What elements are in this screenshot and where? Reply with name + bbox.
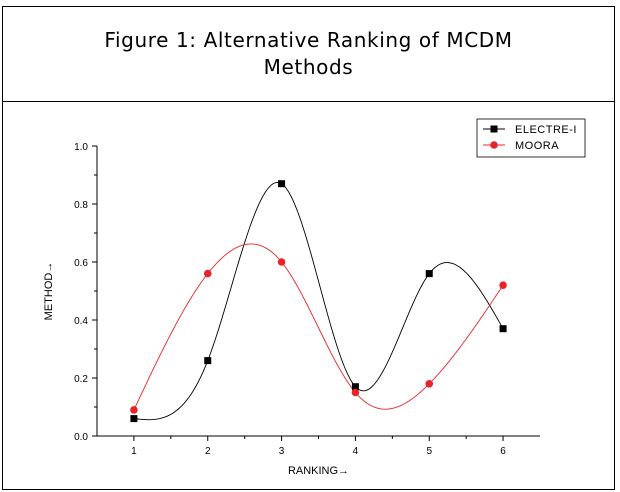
x-tick-label: 4: [353, 446, 359, 457]
series-1-point: [204, 357, 212, 365]
legend: ELECTRE-I MOORA: [476, 118, 586, 158]
series-curve-2: [133, 243, 504, 411]
series-1-point: [351, 383, 359, 391]
series-1-point: [278, 180, 286, 188]
series-1-point: [130, 415, 138, 423]
figure-frame: Figure 1: Alternative Ranking of MCDM Me…: [2, 6, 615, 490]
legend-box: [476, 118, 586, 158]
series-2-point: [425, 380, 434, 388]
legend-marker: [490, 125, 498, 133]
series-2-point: [203, 269, 212, 278]
x-tick-label: 3: [279, 446, 285, 457]
x-axis-label: RANKING→: [288, 465, 349, 477]
x-tick-label: 1: [131, 446, 137, 457]
x-tick-label: 2: [205, 446, 211, 457]
series-curve-1: [133, 181, 504, 421]
x-tick-label: 5: [426, 446, 432, 457]
legend-entry: MOORA: [515, 140, 559, 152]
figure-caption-box: Figure 1: Alternative Ranking of MCDM Me…: [3, 7, 614, 102]
y-tick-label: 0.4: [74, 316, 88, 327]
axes: 1 2 3 4 5 6 0.0 0.2 0.4 0.6 0.8 1.0: [74, 142, 540, 457]
y-tick-label: 0.8: [74, 200, 88, 211]
y-axis-label: METHOD→: [43, 262, 55, 321]
series-1-point: [499, 325, 507, 333]
y-tick-label: 1.0: [74, 142, 88, 153]
x-tick-label: 6: [500, 446, 506, 457]
y-tick-label: 0.2: [74, 374, 88, 385]
legend-entry: ELECTRE-I: [515, 124, 577, 136]
y-tick-label: 0.0: [74, 432, 88, 443]
series-2-point: [277, 258, 286, 266]
series-1-point: [425, 270, 433, 278]
y-tick-label: 0.6: [74, 258, 88, 269]
points: [130, 180, 507, 423]
series-2-point: [351, 388, 360, 397]
series-2-point: [499, 281, 507, 290]
series-2-point: [130, 406, 138, 414]
curves: [133, 181, 504, 421]
legend-marker: [490, 141, 498, 149]
figure-caption: Figure 1: Alternative Ranking of MCDM Me…: [104, 28, 513, 79]
